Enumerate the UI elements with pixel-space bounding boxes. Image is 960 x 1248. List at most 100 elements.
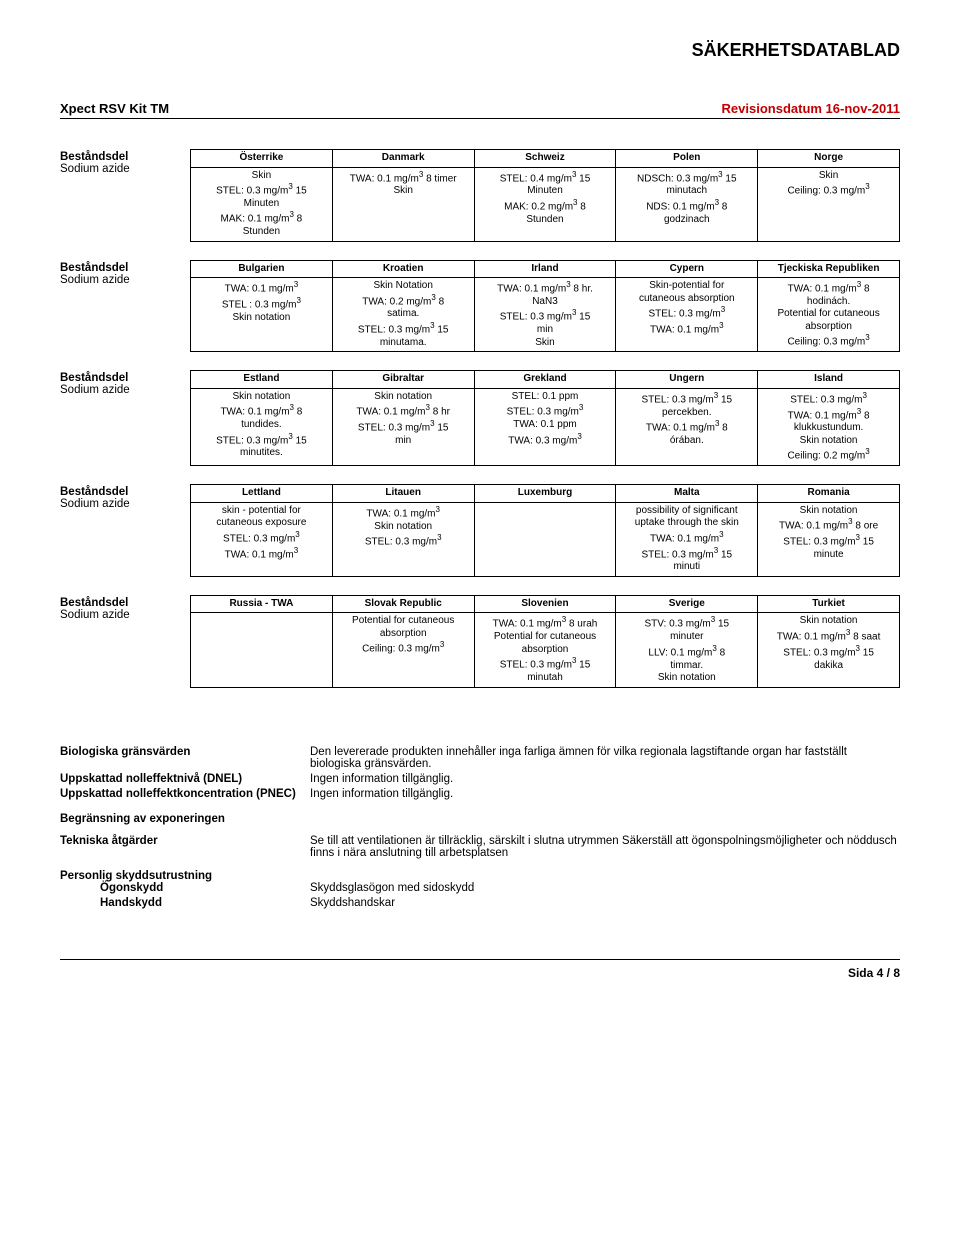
- row-label-substance: Sodium azide: [60, 498, 190, 510]
- hands-text: Skyddshandskar: [310, 897, 900, 909]
- limit-cell: TWA: 0.1 mg/m3Skin notationSTEL: 0.3 mg/…: [332, 502, 474, 576]
- limits-table-block: BeståndsdelSodium azideÖsterrikeDanmarkS…: [60, 149, 900, 242]
- limits-table-block: BeståndsdelSodium azideEstlandGibraltarG…: [60, 370, 900, 466]
- doc-meta-bar: Xpect RSV Kit TM Revisionsdatum 16-nov-2…: [60, 101, 900, 119]
- country-header: Bulgarien: [191, 260, 333, 278]
- limit-cell: STEL: 0.3 mg/m3 15percekben.TWA: 0.1 mg/…: [616, 388, 758, 465]
- limits-table-block: BeståndsdelSodium azideBulgarienKroatien…: [60, 260, 900, 353]
- row-label: BeståndsdelSodium azide: [60, 484, 190, 510]
- limit-cell: STEL: 0.1 ppmSTEL: 0.3 mg/m3TWA: 0.1 ppm…: [474, 388, 616, 465]
- country-header: Gibraltar: [332, 371, 474, 389]
- limit-cell: Skin notationTWA: 0.1 mg/m3 8 oreSTEL: 0…: [758, 502, 900, 576]
- country-header: Ungern: [616, 371, 758, 389]
- limit-cell: [474, 502, 616, 576]
- hands-label: Handskydd: [100, 897, 310, 909]
- row-label-substance: Sodium azide: [60, 274, 190, 286]
- limit-cell: TWA: 0.1 mg/m3 8hodinách.Potential for c…: [758, 278, 900, 352]
- country-header: Cypern: [616, 260, 758, 278]
- country-header: Turkiet: [758, 595, 900, 613]
- limit-cell: Skin notationTWA: 0.1 mg/m3 8 hrSTEL: 0.…: [332, 388, 474, 465]
- country-header: Kroatien: [332, 260, 474, 278]
- row-label-substance: Sodium azide: [60, 609, 190, 621]
- eyes-text: Skyddsglasögon med sidoskydd: [310, 882, 900, 894]
- eyes-label: Ögonskydd: [100, 882, 310, 894]
- country-header: Lettland: [191, 485, 333, 503]
- limit-cell: [191, 613, 333, 687]
- country-header: Estland: [191, 371, 333, 389]
- limit-cell: TWA: 0.1 mg/m3 8 urahPotential for cutan…: [474, 613, 616, 687]
- ppe-heading: Personlig skyddsutrustning: [60, 870, 900, 882]
- row-label: BeståndsdelSodium azide: [60, 149, 190, 175]
- dnel-label: Uppskattad nolleffektnivå (DNEL): [60, 773, 310, 785]
- doc-title: SÄKERHETSDATABLAD: [60, 40, 900, 61]
- limits-tables: BeståndsdelSodium azideÖsterrikeDanmarkS…: [60, 149, 900, 688]
- row-label-header: Beståndsdel: [60, 372, 190, 384]
- bio-limits-label: Biologiska gränsvärden: [60, 746, 310, 758]
- limits-table: Russia - TWASlovak RepublicSlovenienSver…: [190, 595, 900, 688]
- limit-cell: skin - potential forcutaneous exposureST…: [191, 502, 333, 576]
- row-label-substance: Sodium azide: [60, 163, 190, 175]
- country-header: Slovenien: [474, 595, 616, 613]
- limit-cell: NDSCh: 0.3 mg/m3 15minutachNDS: 0.1 mg/m…: [616, 167, 758, 241]
- row-label: BeståndsdelSodium azide: [60, 370, 190, 396]
- bio-limits-row: Biologiska gränsvärden Den levererade pr…: [60, 746, 900, 770]
- limit-cell: Skin notationTWA: 0.1 mg/m3 8tundides.ST…: [191, 388, 333, 465]
- country-header: Grekland: [474, 371, 616, 389]
- page-number: Sida 4 / 8: [848, 966, 900, 980]
- limit-cell: possibility of significantuptake through…: [616, 502, 758, 576]
- row-label: BeståndsdelSodium azide: [60, 595, 190, 621]
- country-header: Slovak Republic: [332, 595, 474, 613]
- country-header: Tjeckiska Republiken: [758, 260, 900, 278]
- country-header: Danmark: [332, 150, 474, 168]
- country-header: Sverige: [616, 595, 758, 613]
- row-label-header: Beståndsdel: [60, 597, 190, 609]
- limit-cell: TWA: 0.1 mg/m3STEL : 0.3 mg/m3Skin notat…: [191, 278, 333, 352]
- limit-cell: Skin-potential forcutaneous absorptionST…: [616, 278, 758, 352]
- limits-table: LettlandLitauenLuxemburgMaltaRomania skin…: [190, 484, 900, 577]
- hands-row: Handskydd Skyddshandskar: [100, 897, 900, 909]
- row-label-header: Beståndsdel: [60, 486, 190, 498]
- limit-cell: STEL: 0.4 mg/m3 15MinutenMAK: 0.2 mg/m3 …: [474, 167, 616, 241]
- tech-row: Tekniska åtgärder Se till att ventilatio…: [60, 835, 900, 859]
- limit-cell: TWA: 0.1 mg/m3 8 timerSkin: [332, 167, 474, 241]
- row-label-header: Beståndsdel: [60, 262, 190, 274]
- country-header: Island: [758, 371, 900, 389]
- product-name: Xpect RSV Kit TM: [60, 101, 169, 116]
- pnec-row: Uppskattad nolleffektkoncentration (PNEC…: [60, 788, 900, 800]
- tech-text: Se till att ventilationen är tillräcklig…: [310, 835, 900, 859]
- country-header: Österrike: [191, 150, 333, 168]
- eyes-row: Ögonskydd Skyddsglasögon med sidoskydd: [100, 882, 900, 894]
- limit-cell: Skin NotationTWA: 0.2 mg/m3 8satima.STEL…: [332, 278, 474, 352]
- limits-table-block: BeståndsdelSodium azideRussia - TWASlova…: [60, 595, 900, 688]
- country-header: Irland: [474, 260, 616, 278]
- country-header: Litauen: [332, 485, 474, 503]
- page-footer: Sida 4 / 8: [60, 966, 900, 980]
- limit-cell: Potential for cutaneousabsorptionCeiling…: [332, 613, 474, 687]
- pnec-text: Ingen information tillgänglig.: [310, 788, 900, 800]
- limit-cell: SkinSTEL: 0.3 mg/m3 15MinutenMAK: 0.1 mg…: [191, 167, 333, 241]
- country-header: Malta: [616, 485, 758, 503]
- limit-cell: TWA: 0.1 mg/m3 8 hr.NaN3STEL: 0.3 mg/m3 …: [474, 278, 616, 352]
- limits-table: ÖsterrikeDanmarkSchweizPolenNorgeSkinSTE…: [190, 149, 900, 242]
- dnel-text: Ingen information tillgänglig.: [310, 773, 900, 785]
- limit-cell: SkinCeiling: 0.3 mg/m3: [758, 167, 900, 241]
- country-header: Luxemburg: [474, 485, 616, 503]
- limits-table: EstlandGibraltarGreklandUngernIsland Skin…: [190, 370, 900, 466]
- tech-label: Tekniska åtgärder: [60, 835, 310, 847]
- row-label-header: Beståndsdel: [60, 151, 190, 163]
- limit-cell: Skin notationTWA: 0.1 mg/m3 8 saatSTEL: …: [758, 613, 900, 687]
- limit-cell: STV: 0.3 mg/m3 15minuterLLV: 0.1 mg/m3 8…: [616, 613, 758, 687]
- country-header: Romania: [758, 485, 900, 503]
- revision-date: Revisionsdatum 16-nov-2011: [722, 101, 900, 116]
- country-header: Schweiz: [474, 150, 616, 168]
- dnel-row: Uppskattad nolleffektnivå (DNEL) Ingen i…: [60, 773, 900, 785]
- bio-limits-text: Den levererade produkten innehåller inga…: [310, 746, 900, 770]
- limit-cell: STEL: 0.3 mg/m3TWA: 0.1 mg/m3 8klukkustu…: [758, 388, 900, 465]
- footer-rule: [60, 959, 900, 960]
- pnec-label: Uppskattad nolleffektkoncentration (PNEC…: [60, 788, 310, 800]
- limits-table: BulgarienKroatienIrlandCypernTjeckiska R…: [190, 260, 900, 353]
- row-label: BeståndsdelSodium azide: [60, 260, 190, 286]
- exposure-heading: Begränsning av exponeringen: [60, 813, 900, 825]
- limits-table-block: BeståndsdelSodium azideLettlandLitauenLu…: [60, 484, 900, 577]
- country-header: Norge: [758, 150, 900, 168]
